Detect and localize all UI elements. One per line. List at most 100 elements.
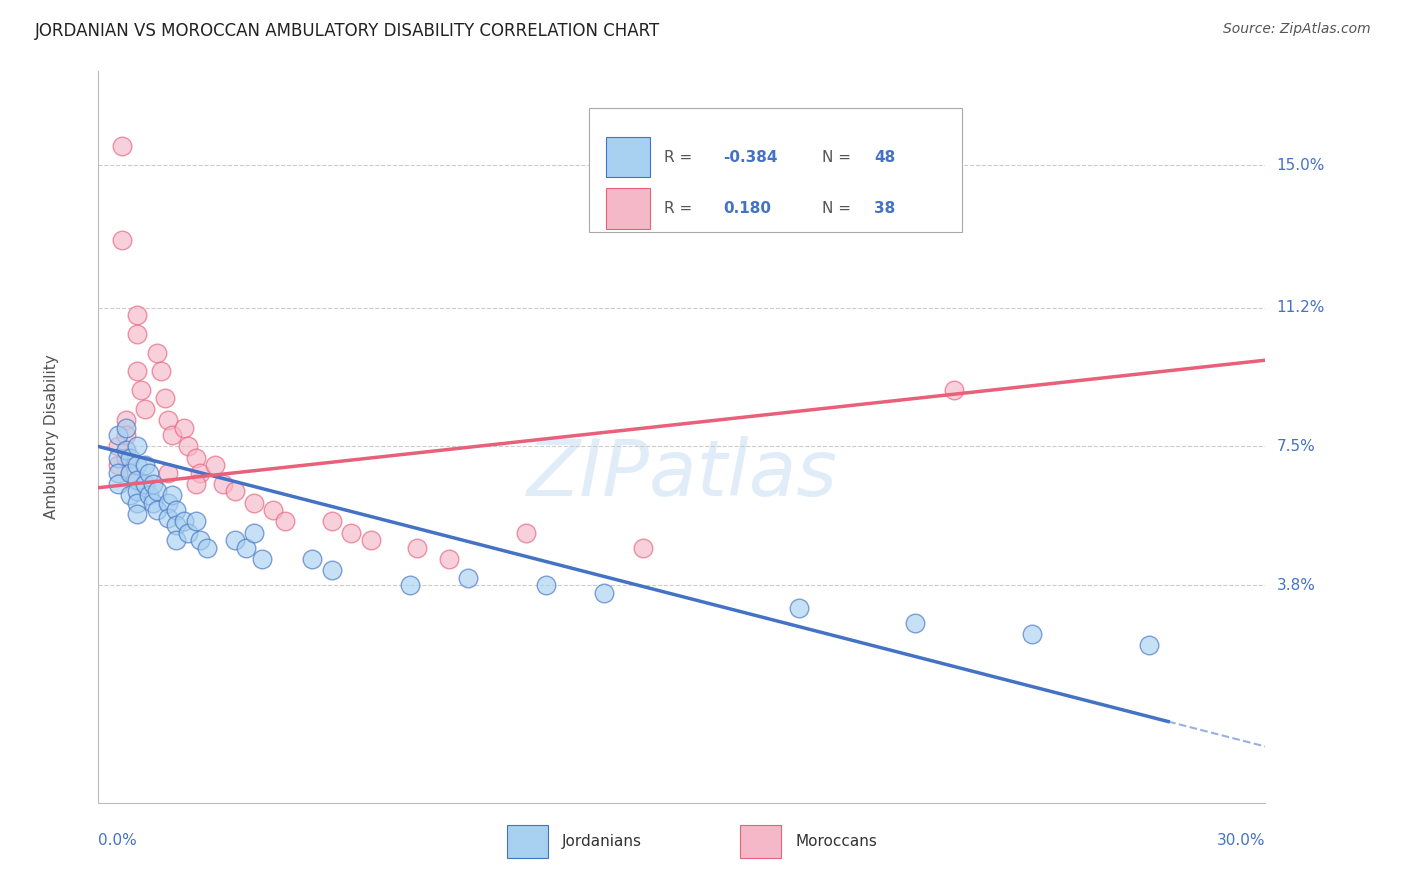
- Point: [301, 552, 323, 566]
- Point: [406, 541, 429, 555]
- Point: [235, 541, 257, 555]
- Text: Ambulatory Disability: Ambulatory Disability: [44, 355, 59, 519]
- Text: 38: 38: [875, 201, 896, 216]
- Point: [165, 503, 187, 517]
- Point: [398, 578, 420, 592]
- Point: [321, 515, 343, 529]
- Point: [173, 515, 195, 529]
- Point: [212, 477, 235, 491]
- Point: [593, 586, 616, 600]
- Point: [118, 488, 141, 502]
- Point: [1137, 638, 1160, 652]
- Point: [165, 518, 187, 533]
- Point: [1021, 627, 1043, 641]
- Text: R =: R =: [665, 150, 697, 165]
- Point: [127, 496, 149, 510]
- Text: 3.8%: 3.8%: [1277, 578, 1316, 593]
- Point: [107, 440, 129, 454]
- Point: [177, 440, 200, 454]
- Point: [787, 600, 810, 615]
- Point: [142, 477, 165, 491]
- Text: Source: ZipAtlas.com: Source: ZipAtlas.com: [1223, 22, 1371, 37]
- Point: [107, 458, 129, 473]
- Point: [134, 477, 156, 491]
- Point: [111, 139, 134, 153]
- Point: [243, 525, 266, 540]
- Point: [114, 413, 136, 427]
- Point: [188, 533, 211, 548]
- Point: [243, 496, 266, 510]
- Point: [184, 450, 207, 465]
- Point: [149, 364, 172, 378]
- FancyBboxPatch shape: [508, 825, 548, 858]
- Point: [360, 533, 382, 548]
- Text: N =: N =: [823, 201, 856, 216]
- Point: [162, 428, 184, 442]
- Point: [184, 477, 207, 491]
- Point: [274, 515, 297, 529]
- Point: [157, 413, 180, 427]
- Point: [114, 420, 136, 434]
- Point: [195, 541, 218, 555]
- Point: [127, 473, 149, 487]
- FancyBboxPatch shape: [741, 825, 782, 858]
- Point: [127, 308, 149, 322]
- Point: [114, 428, 136, 442]
- Point: [146, 345, 169, 359]
- Text: -0.384: -0.384: [723, 150, 778, 165]
- Point: [457, 571, 479, 585]
- Text: Jordanians: Jordanians: [562, 834, 641, 848]
- Point: [107, 466, 129, 480]
- Point: [204, 458, 226, 473]
- Point: [142, 496, 165, 510]
- Point: [138, 488, 160, 502]
- Point: [127, 484, 149, 499]
- Point: [107, 477, 129, 491]
- Text: 30.0%: 30.0%: [1218, 833, 1265, 848]
- Point: [165, 533, 187, 548]
- Point: [162, 488, 184, 502]
- Point: [127, 440, 149, 454]
- Text: R =: R =: [665, 201, 697, 216]
- Point: [127, 364, 149, 378]
- Point: [177, 525, 200, 540]
- Point: [114, 450, 136, 465]
- Text: 0.0%: 0.0%: [98, 833, 138, 848]
- Text: N =: N =: [823, 150, 856, 165]
- Point: [173, 420, 195, 434]
- Text: 0.180: 0.180: [723, 201, 770, 216]
- Point: [127, 326, 149, 341]
- Point: [107, 428, 129, 442]
- Point: [224, 533, 246, 548]
- Point: [157, 496, 180, 510]
- Point: [904, 615, 927, 630]
- Point: [157, 510, 180, 524]
- Point: [111, 233, 134, 247]
- Point: [146, 484, 169, 499]
- Text: 7.5%: 7.5%: [1277, 439, 1315, 454]
- Point: [321, 563, 343, 577]
- Point: [134, 401, 156, 416]
- Point: [515, 525, 537, 540]
- FancyBboxPatch shape: [589, 108, 962, 232]
- Point: [153, 391, 176, 405]
- Point: [127, 458, 149, 473]
- Point: [188, 466, 211, 480]
- Point: [157, 466, 180, 480]
- Point: [631, 541, 654, 555]
- Point: [184, 515, 207, 529]
- Point: [943, 383, 966, 397]
- Point: [437, 552, 460, 566]
- Text: 11.2%: 11.2%: [1277, 301, 1324, 315]
- Text: JORDANIAN VS MOROCCAN AMBULATORY DISABILITY CORRELATION CHART: JORDANIAN VS MOROCCAN AMBULATORY DISABIL…: [35, 22, 661, 40]
- Point: [250, 552, 273, 566]
- FancyBboxPatch shape: [606, 188, 651, 228]
- Point: [118, 466, 141, 480]
- Point: [134, 458, 156, 473]
- Point: [114, 443, 136, 458]
- Text: ZIPatlas: ZIPatlas: [526, 435, 838, 512]
- Point: [262, 503, 284, 517]
- Text: Moroccans: Moroccans: [796, 834, 877, 848]
- Point: [107, 450, 129, 465]
- Point: [146, 503, 169, 517]
